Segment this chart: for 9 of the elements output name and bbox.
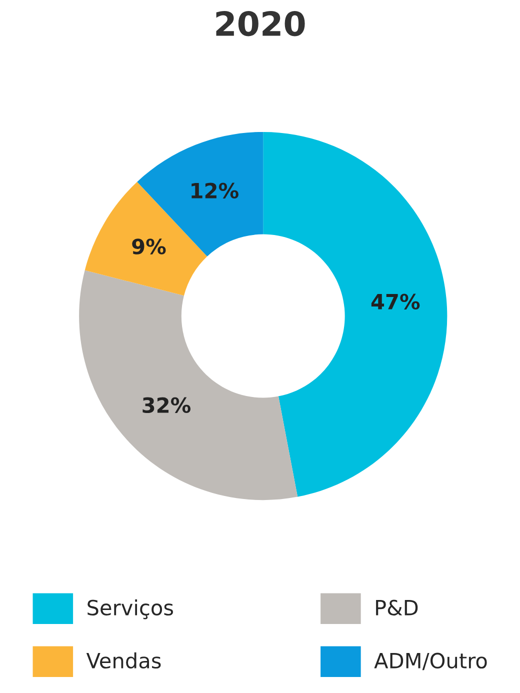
legend-label: Serviços bbox=[88, 599, 174, 620]
data-label: 32% bbox=[142, 397, 191, 414]
legend-label: Vendas bbox=[86, 652, 161, 669]
data-label: 9% bbox=[132, 238, 166, 254]
legend-label: ADM/Outro bbox=[374, 652, 487, 670]
legend-label: P&D bbox=[376, 600, 418, 616]
chart-title: 2020 bbox=[216, 10, 305, 36]
data-label: 47% bbox=[371, 294, 420, 310]
data-label: 12% bbox=[192, 182, 238, 198]
